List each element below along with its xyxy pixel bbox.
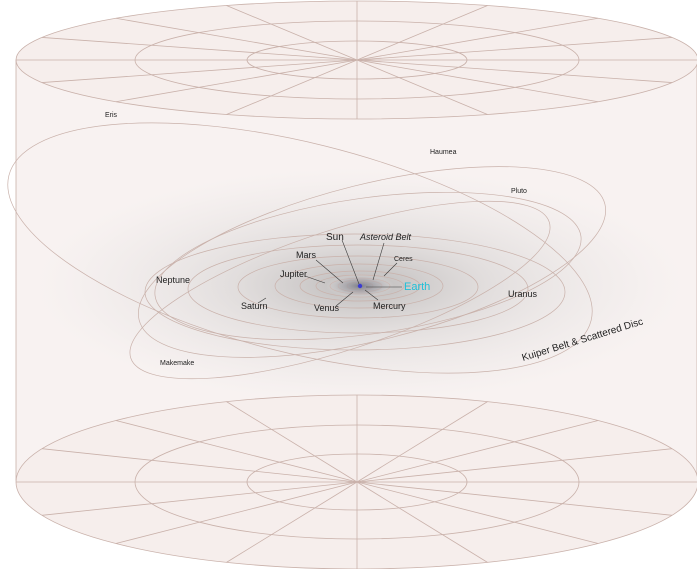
disc-spoke	[41, 59, 358, 83]
orbit-makemake	[129, 200, 551, 380]
label-mercury: Mercury	[373, 301, 406, 311]
disc-spoke	[356, 401, 488, 483]
label-ceres: Ceres	[394, 256, 413, 263]
label-asteroid-belt: Asteroid Belt	[359, 232, 412, 242]
label-jupiter: Jupiter	[280, 269, 307, 279]
label-neptune: Neptune	[156, 275, 190, 285]
disc-spoke	[356, 37, 673, 61]
disc-spoke	[41, 481, 358, 516]
disc-spoke	[356, 59, 488, 115]
label-eris: Eris	[105, 112, 118, 119]
label-sun: Sun	[326, 232, 344, 243]
bottom-disc	[15, 394, 697, 569]
disc-spoke	[356, 420, 599, 483]
orbit-neptune	[144, 233, 566, 351]
disc-spoke	[41, 37, 358, 61]
disc-spoke	[356, 481, 599, 544]
disc-spoke	[115, 420, 358, 483]
label-makemake: Makemake	[160, 360, 194, 367]
disc-spoke	[356, 448, 673, 483]
disc-spoke	[356, 481, 488, 563]
disc-spoke	[226, 59, 358, 115]
disc-spoke	[41, 448, 358, 483]
leader-lines	[257, 239, 402, 307]
orbit-pluto	[154, 191, 582, 341]
label-venus: Venus	[314, 303, 340, 313]
disc-spoke	[356, 59, 599, 103]
label-earth: Earth	[404, 281, 430, 293]
disc-spoke	[115, 17, 358, 61]
disc-spoke	[356, 59, 673, 83]
orbit-uranus	[187, 244, 529, 334]
disc-spoke	[356, 5, 488, 61]
orbit-saturn	[237, 255, 479, 319]
label-haumea: Haumea	[430, 149, 457, 156]
orbit-jupiter	[274, 263, 444, 309]
label-saturn: Saturn	[241, 301, 268, 311]
disc-spoke	[226, 401, 358, 483]
orbit-ceres	[299, 270, 421, 302]
disc-spoke	[226, 5, 358, 61]
disc-spoke	[226, 481, 358, 563]
orbit-haumea	[138, 166, 606, 358]
orbit-eris	[7, 122, 593, 374]
sun-dot	[357, 283, 363, 289]
label-pluto: Pluto	[511, 188, 527, 195]
label-uranus: Uranus	[508, 289, 538, 299]
top-disc	[15, 0, 697, 120]
disc-spoke	[115, 481, 358, 544]
disc-spoke	[356, 17, 599, 61]
label-mars: Mars	[296, 250, 316, 260]
disc-spoke	[356, 481, 673, 516]
disc-spoke	[115, 59, 358, 103]
